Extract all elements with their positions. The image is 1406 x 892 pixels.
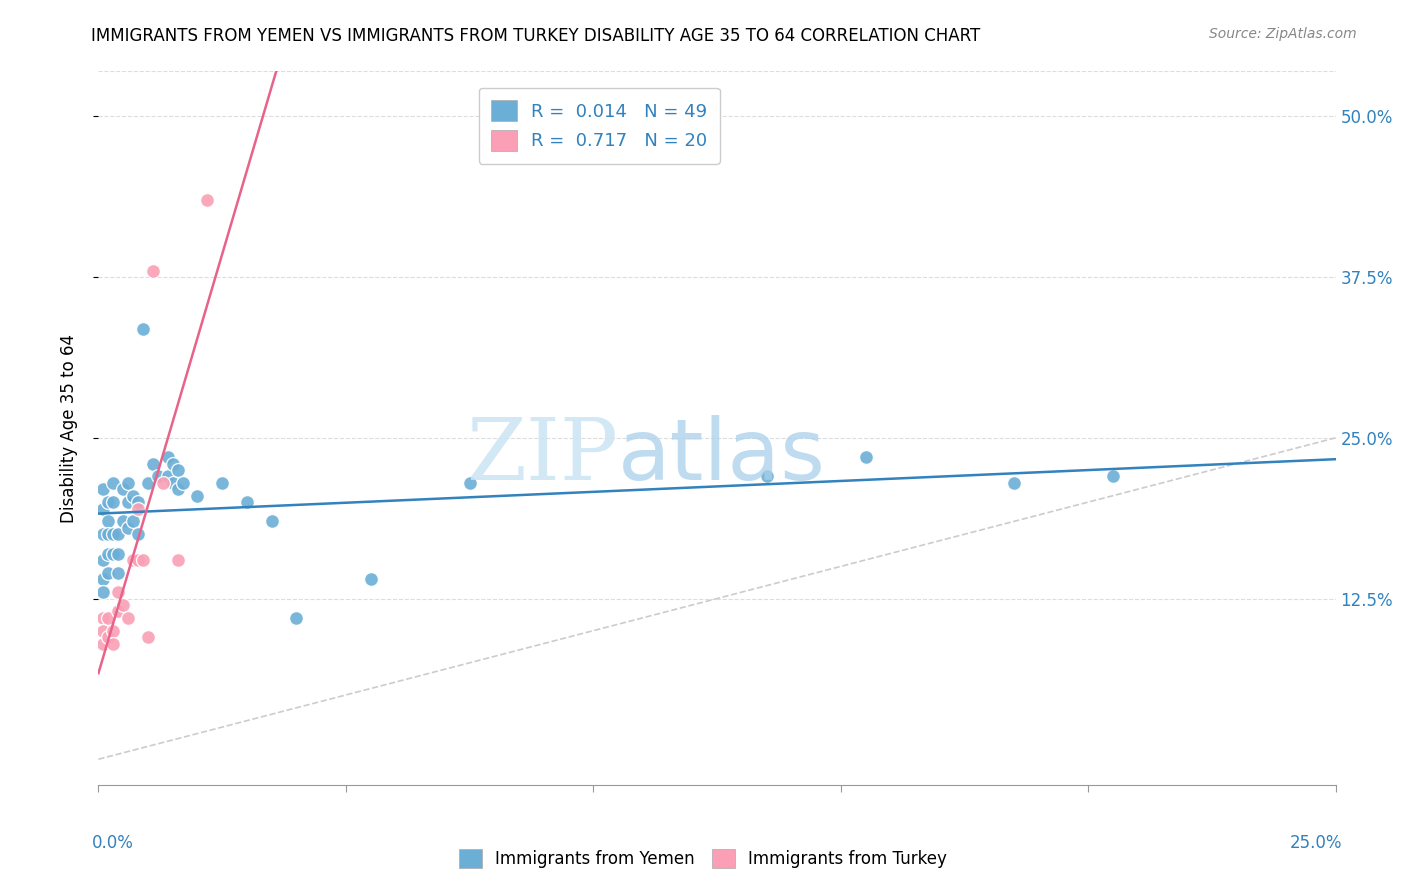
Point — [166, 482, 188, 496]
Point — [112, 515, 135, 529]
Point — [103, 527, 125, 541]
Text: 0.0%: 0.0% — [91, 834, 134, 852]
Point — [97, 515, 120, 529]
Point — [1102, 469, 1125, 483]
Point — [93, 585, 115, 599]
Point — [103, 547, 125, 561]
Point — [855, 450, 877, 464]
Text: IMMIGRANTS FROM YEMEN VS IMMIGRANTS FROM TURKEY DISABILITY AGE 35 TO 64 CORRELAT: IMMIGRANTS FROM YEMEN VS IMMIGRANTS FROM… — [91, 27, 980, 45]
Point — [93, 501, 115, 516]
Point — [127, 553, 149, 567]
Point — [93, 624, 115, 638]
Point — [186, 489, 208, 503]
Y-axis label: Disability Age 35 to 64: Disability Age 35 to 64 — [59, 334, 77, 523]
Point — [112, 598, 135, 612]
Point — [360, 572, 382, 586]
Point — [93, 553, 115, 567]
Point — [132, 553, 155, 567]
Text: Source: ZipAtlas.com: Source: ZipAtlas.com — [1209, 27, 1357, 41]
Point — [127, 495, 149, 509]
Legend: R =  0.014   N = 49, R =  0.717   N = 20: R = 0.014 N = 49, R = 0.717 N = 20 — [478, 87, 720, 163]
Point — [103, 636, 125, 650]
Point — [162, 475, 184, 490]
Point — [156, 469, 179, 483]
Point — [166, 463, 188, 477]
Point — [156, 450, 179, 464]
Point — [152, 475, 174, 490]
Point — [112, 482, 135, 496]
Point — [195, 193, 218, 207]
Point — [122, 515, 145, 529]
Point — [97, 566, 120, 580]
Point — [162, 457, 184, 471]
Point — [458, 475, 481, 490]
Point — [103, 475, 125, 490]
Point — [97, 611, 120, 625]
Point — [117, 521, 139, 535]
Point — [142, 263, 165, 277]
Point — [107, 604, 129, 618]
Point — [132, 321, 155, 335]
Point — [142, 457, 165, 471]
Point — [285, 611, 308, 625]
Text: 25.0%: 25.0% — [1291, 834, 1343, 852]
Point — [93, 482, 115, 496]
Point — [97, 547, 120, 561]
Point — [136, 475, 159, 490]
Point — [172, 475, 194, 490]
Text: ZIP: ZIP — [467, 415, 619, 499]
Point — [103, 624, 125, 638]
Point — [93, 636, 115, 650]
Point — [117, 611, 139, 625]
Point — [97, 495, 120, 509]
Legend: Immigrants from Yemen, Immigrants from Turkey: Immigrants from Yemen, Immigrants from T… — [453, 842, 953, 875]
Point — [93, 527, 115, 541]
Point — [122, 553, 145, 567]
Point — [755, 469, 778, 483]
Point — [117, 495, 139, 509]
Point — [103, 495, 125, 509]
Point — [211, 475, 233, 490]
Point — [93, 572, 115, 586]
Point — [97, 527, 120, 541]
Point — [117, 475, 139, 490]
Point — [107, 547, 129, 561]
Point — [97, 630, 120, 644]
Point — [1002, 475, 1025, 490]
Point — [236, 495, 259, 509]
Point — [122, 489, 145, 503]
Point — [166, 553, 188, 567]
Point — [146, 469, 169, 483]
Point — [127, 527, 149, 541]
Point — [107, 566, 129, 580]
Point — [93, 611, 115, 625]
Point — [127, 501, 149, 516]
Point — [107, 527, 129, 541]
Point — [260, 515, 283, 529]
Point — [107, 585, 129, 599]
Point — [136, 630, 159, 644]
Text: atlas: atlas — [619, 415, 827, 499]
